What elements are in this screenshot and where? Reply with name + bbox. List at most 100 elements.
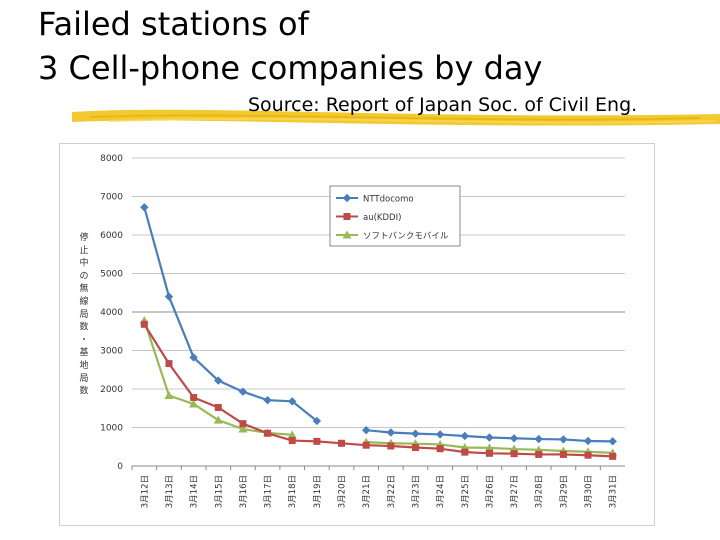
x-tick-label: 3月28日 <box>535 475 545 508</box>
x-tick-label: 3月20日 <box>338 475 348 508</box>
data-point <box>288 397 297 406</box>
x-tick-label: 3月17日 <box>264 475 274 508</box>
y-axis-title-char: ・ <box>79 335 88 345</box>
y-tick-label: 4000 <box>100 308 123 318</box>
data-point <box>165 360 173 368</box>
data-point <box>288 437 296 445</box>
data-point <box>238 387 248 396</box>
data-point <box>362 441 370 449</box>
y-tick-label: 7000 <box>100 193 123 203</box>
data-point <box>484 443 494 452</box>
y-axis-title-char: 数 <box>79 385 88 397</box>
data-point <box>386 428 396 437</box>
data-point <box>485 449 493 457</box>
x-tick-label: 3月29日 <box>559 475 569 508</box>
y-axis-title-char: 中 <box>79 257 88 269</box>
source-caption: Source: Report of Japan Soc. of Civil En… <box>248 94 638 116</box>
x-tick-label: 3月18日 <box>288 475 298 508</box>
x-tick-label: 3月21日 <box>362 475 372 508</box>
x-tick-label: 3月13日 <box>165 475 175 508</box>
y-tick-label: 2000 <box>100 385 123 395</box>
y-axis-title-char: 基 <box>79 346 88 358</box>
data-point <box>584 451 592 459</box>
x-tick-label: 3月27日 <box>510 475 520 508</box>
data-point <box>214 403 222 411</box>
data-point <box>485 433 494 442</box>
data-point <box>436 445 444 453</box>
y-axis-title-char: 局 <box>79 309 88 320</box>
data-point <box>509 434 519 443</box>
data-point <box>164 391 174 400</box>
data-point <box>534 434 543 444</box>
y-tick-label: 8000 <box>100 154 123 164</box>
data-point <box>342 230 352 239</box>
x-tick-label: 3月12日 <box>140 475 150 508</box>
data-point <box>609 452 617 460</box>
line-chart: 010002000300040005000600070008000停止中の無線局… <box>79 154 625 508</box>
data-point <box>190 393 198 401</box>
slide-title-line1: Failed stations of <box>38 5 309 43</box>
y-axis-title-char: 止 <box>79 244 88 256</box>
data-point <box>338 439 346 447</box>
slide-title-line2: 3 Cell-phone companies by day <box>38 49 543 87</box>
data-point <box>559 450 567 458</box>
data-point <box>510 450 518 458</box>
x-tick-label: 3月19日 <box>313 475 323 508</box>
data-point <box>411 429 420 438</box>
x-tick-label: 3月22日 <box>387 475 397 508</box>
y-axis-title-char: 停 <box>79 231 88 243</box>
data-point <box>213 415 223 424</box>
y-axis-title-char: 数 <box>79 321 88 333</box>
y-tick-label: 3000 <box>100 347 123 357</box>
legend-label: ソフトバンクモバイル <box>363 232 449 242</box>
data-point <box>608 437 617 446</box>
data-point <box>189 399 199 408</box>
y-axis-title-char: 無 <box>79 282 88 294</box>
x-tick-label: 3月30日 <box>584 475 594 508</box>
y-axis-title-char: の <box>79 271 88 281</box>
y-tick-label: 5000 <box>100 270 123 280</box>
data-point <box>264 429 272 437</box>
y-tick-label: 0 <box>117 462 123 472</box>
series-line <box>143 323 613 458</box>
data-point <box>287 430 297 439</box>
data-point <box>461 448 469 456</box>
legend-label: NTTdocomo <box>363 195 414 205</box>
data-point <box>343 213 351 220</box>
data-point <box>313 437 321 445</box>
data-point <box>140 320 148 328</box>
data-point <box>435 430 445 439</box>
data-point <box>559 435 568 444</box>
y-tick-label: 6000 <box>100 231 123 241</box>
data-point <box>140 203 149 212</box>
x-tick-label: 3月16日 <box>239 475 249 508</box>
x-tick-label: 3月14日 <box>190 475 200 508</box>
y-axis-title-char: 地 <box>79 359 88 371</box>
data-point <box>164 292 174 301</box>
y-axis-title-char: 局 <box>79 373 88 384</box>
data-point <box>583 436 593 446</box>
y-axis-title-char: 線 <box>79 295 88 307</box>
legend-label: au(KDDI) <box>363 213 401 223</box>
x-tick-label: 3月25日 <box>461 475 471 508</box>
data-point <box>460 431 469 441</box>
slide-title: Failed stations of 3 Cell-phone companie… <box>38 2 542 90</box>
data-point <box>411 444 419 452</box>
chart-frame: 0 1000 2000 3000 4000 5000 6000 7000 8000 停止中の無線局… <box>59 143 655 526</box>
data-point <box>361 425 371 435</box>
data-point <box>239 420 247 428</box>
x-tick-label: 3月23日 <box>411 475 421 508</box>
data-point <box>189 353 198 362</box>
y-tick-label: 1000 <box>100 424 123 434</box>
x-tick-label: 3月15日 <box>214 475 224 508</box>
x-tick-label: 3月31日 <box>609 475 619 508</box>
series-line <box>143 206 318 422</box>
data-point <box>387 442 395 450</box>
data-point <box>238 424 248 433</box>
data-point <box>263 395 272 405</box>
data-point <box>312 416 322 426</box>
x-tick-label: 3月24日 <box>436 475 446 508</box>
x-tick-label: 3月26日 <box>485 475 495 508</box>
data-point <box>535 450 543 458</box>
